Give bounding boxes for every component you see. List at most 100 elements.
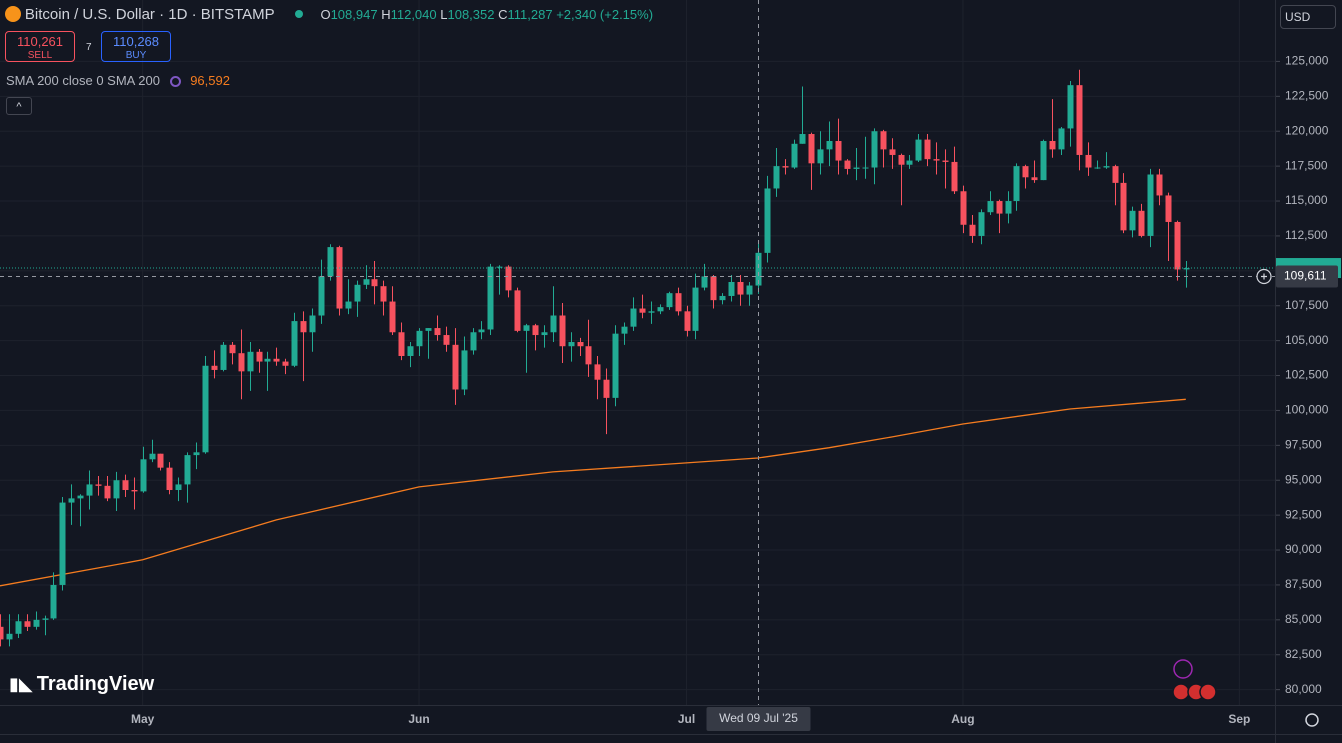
symbol[interactable]: Bitcoin / U.S. Dollar · 1D · BITSTAMP — [24, 6, 275, 23]
candle-body — [996, 201, 1003, 214]
l-value: 108,352 — [447, 7, 495, 22]
brand: ▮◣ TradingView — [9, 673, 154, 696]
indicator-value: 96,592 — [190, 73, 230, 88]
candle-body — [612, 333, 619, 398]
candle-body — [0, 626, 4, 640]
candle-body — [193, 452, 200, 456]
candle-body — [478, 329, 485, 333]
candle-body — [710, 276, 717, 301]
candle-body — [363, 279, 370, 285]
candle-body — [300, 321, 307, 333]
candle-body — [514, 290, 521, 331]
candle-body — [104, 485, 111, 499]
candle-body — [42, 618, 49, 620]
candle-body — [906, 160, 913, 165]
indicator-label[interactable]: SMA 200 close 0 SMA 200 — [6, 73, 160, 88]
flag-icon — [1172, 683, 1190, 701]
candle-body — [166, 467, 173, 491]
c-value: 111,287 — [507, 7, 553, 22]
candle-body — [389, 301, 396, 333]
candle-body — [648, 311, 655, 313]
y-tick-label: 120,000 — [1285, 123, 1329, 137]
candle-body — [764, 188, 771, 253]
coin-icon — [5, 6, 21, 22]
candle-body — [470, 332, 477, 351]
candle-body — [1129, 210, 1136, 231]
candle-body — [871, 131, 878, 168]
candle-body — [1013, 166, 1020, 202]
candle-body — [157, 453, 164, 468]
sell-button[interactable]: 110,261 SELL — [5, 31, 75, 62]
candle-body — [799, 134, 806, 144]
candle-body — [443, 335, 450, 345]
y-tick-label: 117,500 — [1285, 158, 1328, 172]
brand-icon: ▮◣ — [9, 674, 33, 694]
candle-body — [211, 365, 218, 370]
candle-body — [1120, 182, 1127, 231]
candle-body — [728, 282, 735, 296]
crosshair-price-box — [1276, 265, 1338, 288]
y-tick-label: 87,500 — [1285, 577, 1322, 591]
x-tick-label: Jun — [408, 712, 429, 726]
indicator-icon[interactable] — [169, 76, 181, 87]
candle-body — [398, 332, 405, 356]
buy-price: 110,268 — [112, 34, 160, 49]
o-key: O — [320, 7, 331, 22]
candle-body — [86, 484, 93, 496]
candle-body — [853, 167, 860, 169]
candle-body — [889, 149, 896, 155]
candle-body — [880, 131, 887, 150]
candle-body — [15, 621, 22, 634]
y-tick-label: 90,000 — [1285, 542, 1322, 556]
candle-body — [585, 346, 592, 365]
candle-body — [1112, 166, 1119, 183]
candle-body — [621, 326, 628, 334]
candle-body — [327, 247, 334, 277]
candle-body — [666, 293, 673, 308]
y-tick-label: 122,500 — [1285, 88, 1329, 102]
currency[interactable]: USD — [1280, 5, 1336, 29]
candle-body — [291, 321, 298, 366]
sma-line — [0, 398, 1186, 587]
h-key: H — [381, 7, 391, 22]
candle-body — [1040, 141, 1047, 181]
sell-price: 110,261 — [16, 34, 64, 49]
crosshair-date-box — [706, 707, 811, 731]
candle-body — [95, 484, 102, 486]
candle-body — [345, 301, 352, 309]
x-tick-label: May — [131, 712, 155, 726]
candle-body — [657, 307, 664, 312]
candle-body — [77, 495, 84, 499]
status-dot — [294, 10, 303, 18]
y-tick-label: 97,500 — [1285, 438, 1322, 452]
candle-body — [826, 141, 833, 150]
candle-body — [50, 584, 57, 619]
candle-body — [309, 315, 316, 333]
candle-body — [505, 266, 512, 291]
event-icon — [1173, 659, 1193, 679]
candle-body — [1005, 201, 1012, 214]
y-tick-label: 102,500 — [1285, 368, 1329, 382]
sell-label: SELL — [27, 50, 53, 61]
candle-body — [808, 134, 815, 164]
candle-body — [746, 285, 753, 295]
candle-body — [1076, 85, 1083, 155]
candle-body — [844, 160, 851, 169]
buy-button[interactable]: 110,268 BUY — [101, 31, 171, 62]
candle-body — [229, 344, 236, 354]
h-value: 112,040 — [390, 7, 437, 22]
candle-body — [434, 328, 441, 336]
candle-body — [755, 252, 762, 286]
candle-body — [1049, 141, 1056, 150]
candle-body — [407, 346, 414, 356]
candle-body — [184, 455, 191, 485]
collapse-button[interactable]: ^ — [6, 97, 32, 115]
y-tick-label: 112,500 — [1285, 228, 1328, 242]
candle-body — [898, 154, 905, 165]
x-tick-label: Sep — [1228, 712, 1250, 726]
candle-body — [416, 330, 423, 347]
l-key: L — [440, 7, 448, 22]
candle-body — [131, 490, 138, 492]
candle-body — [782, 166, 789, 168]
